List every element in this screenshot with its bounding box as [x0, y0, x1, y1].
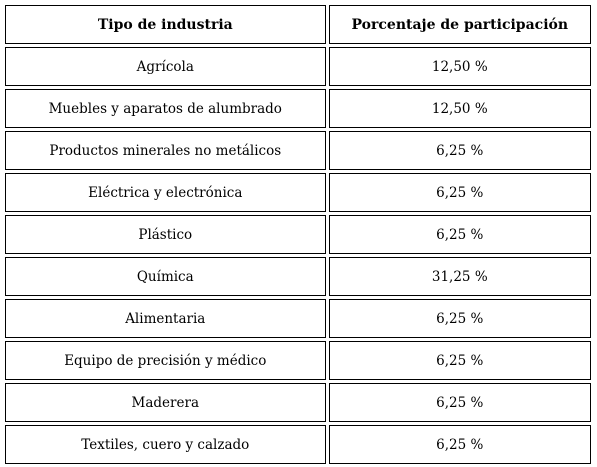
percentage-cell: 6,25 % [328, 341, 591, 380]
industry-cell: Química [5, 257, 326, 296]
industry-cell: Equipo de precisión y médico [5, 341, 326, 380]
table-row: Muebles y aparatos de alumbrado 12,50 % [5, 89, 591, 128]
table-row: Alimentaria 6,25 % [5, 299, 591, 338]
industry-cell: Muebles y aparatos de alumbrado [5, 89, 326, 128]
percentage-cell: 6,25 % [328, 383, 591, 422]
percentage-cell: 6,25 % [328, 173, 591, 212]
industry-cell: Maderera [5, 383, 326, 422]
table-row: Productos minerales no metálicos 6,25 % [5, 131, 591, 170]
table-header-row: Tipo de industria Porcentaje de particip… [5, 5, 591, 44]
percentage-cell: 6,25 % [328, 215, 591, 254]
percentage-cell: 12,50 % [328, 89, 591, 128]
industry-cell: Alimentaria [5, 299, 326, 338]
percentage-cell: 6,25 % [328, 425, 591, 464]
header-industry-type: Tipo de industria [5, 5, 326, 44]
table-row: Agrícola 12,50 % [5, 47, 591, 86]
industry-cell: Productos minerales no metálicos [5, 131, 326, 170]
percentage-cell: 12,50 % [328, 47, 591, 86]
percentage-cell: 31,25 % [328, 257, 591, 296]
industry-cell: Textiles, cuero y calzado [5, 425, 326, 464]
industry-cell: Eléctrica y electrónica [5, 173, 326, 212]
table-row: Química 31,25 % [5, 257, 591, 296]
industry-cell: Plástico [5, 215, 326, 254]
table-row: Eléctrica y electrónica 6,25 % [5, 173, 591, 212]
percentage-cell: 6,25 % [328, 299, 591, 338]
table-row: Plástico 6,25 % [5, 215, 591, 254]
table-row: Equipo de precisión y médico 6,25 % [5, 341, 591, 380]
header-participation-percentage: Porcentaje de participación [328, 5, 591, 44]
table-row: Textiles, cuero y calzado 6,25 % [5, 425, 591, 464]
table-row: Maderera 6,25 % [5, 383, 591, 422]
percentage-cell: 6,25 % [328, 131, 591, 170]
industry-cell: Agrícola [5, 47, 326, 86]
